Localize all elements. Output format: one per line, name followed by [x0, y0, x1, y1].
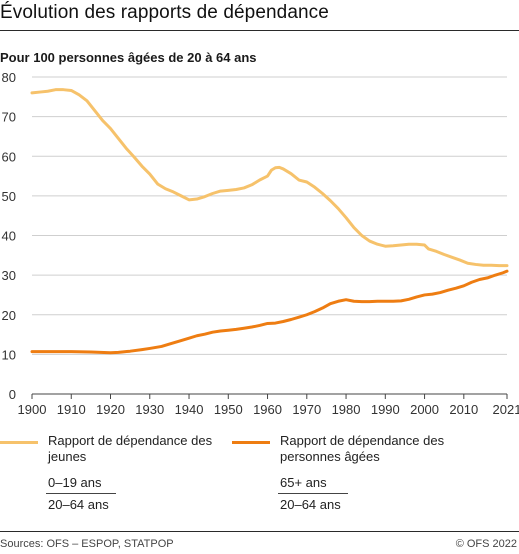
axes	[31, 393, 508, 399]
series-line-old	[30, 269, 509, 355]
title-divider	[0, 30, 519, 31]
x-tick-label-1960: 1960	[253, 402, 282, 417]
legend-young: Rapport de dépendance des jeunes 0–19 an…	[0, 433, 240, 513]
tick-labels: 0 10 20 30 40 50 60 70 80 1900 1910 1920 1930 1940 195…	[2, 70, 519, 417]
legend-old: Rapport de dépendance des personnes âgée…	[232, 433, 519, 513]
legend-young-numerator: 0–19 ans	[48, 475, 102, 490]
legend-old-denominator: 20–64 ans	[280, 497, 341, 512]
chart-title: Évolution des rapports de dépendance	[0, 2, 329, 23]
source-note: Sources: OFS – ESPOP, STATPOP	[0, 538, 174, 550]
legend-old-numerator: 65+ ans	[280, 475, 327, 490]
y-tick-label-20: 20	[2, 308, 16, 323]
legend-young-denominator: 20–64 ans	[48, 497, 109, 512]
copyright-note: © OFS 2022	[455, 538, 517, 550]
x-tick-label-2000: 2000	[410, 402, 439, 417]
x-tick-label-1930: 1930	[135, 402, 164, 417]
x-tick-label-1920: 1920	[96, 402, 125, 417]
x-tick-label-1970: 1970	[292, 402, 321, 417]
y-tick-label-0: 0	[9, 387, 16, 402]
legend-old-swatch	[232, 441, 270, 444]
series-line-young	[30, 88, 509, 268]
y-tick-label-60: 60	[2, 149, 16, 164]
legend-young-fraction-bar	[46, 493, 116, 494]
x-tick-label-1950: 1950	[214, 402, 243, 417]
x-tick-label-1910: 1910	[57, 402, 86, 417]
chart-subtitle: Pour 100 personnes âgées de 20 à 64 ans	[0, 50, 257, 65]
grid-lines	[32, 76, 507, 355]
y-tick-label-50: 50	[2, 189, 16, 204]
legend-old-fraction-bar	[278, 493, 348, 494]
series-lines	[30, 88, 509, 355]
line-chart: 0 10 20 30 40 50 60 70 80 1900 1910 1920 1930 1940 195…	[2, 70, 519, 417]
x-tick-label-1900: 1900	[18, 402, 47, 417]
y-tick-label-30: 30	[2, 268, 16, 283]
y-tick-label-70: 70	[2, 110, 16, 125]
y-tick-label-10: 10	[2, 347, 16, 362]
legend-old-label: Rapport de dépendance des personnes âgée…	[280, 433, 445, 464]
y-tick-label-80: 80	[2, 70, 16, 85]
legend-young-swatch	[0, 441, 38, 444]
x-tick-label-1990: 1990	[371, 402, 400, 417]
legend-young-label: Rapport de dépendance des jeunes	[48, 433, 213, 464]
x-tick-label-2021: 2021	[493, 402, 519, 417]
footer-divider	[0, 531, 519, 532]
x-tick-label-1980: 1980	[332, 402, 361, 417]
y-tick-label-40: 40	[2, 229, 16, 244]
x-tick-label-2010: 2010	[449, 402, 478, 417]
x-tick-label-1940: 1940	[175, 402, 204, 417]
